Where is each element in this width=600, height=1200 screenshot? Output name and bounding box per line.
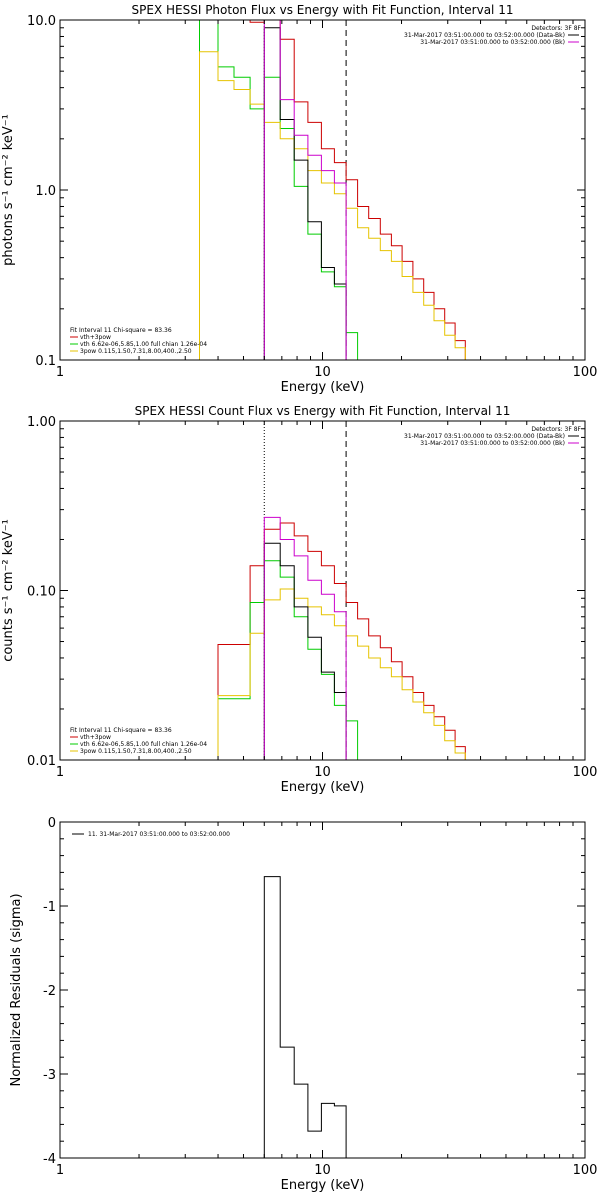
- x-tick-label: 10: [314, 765, 331, 780]
- x-tick-label: 100: [573, 765, 598, 780]
- legend: 11. 31-Mar-2017 03:51:00.000 to 03:52:00…: [72, 831, 230, 838]
- x-axis-label: Energy (keV): [281, 1178, 365, 1193]
- y-tick-label: 10.0: [27, 14, 56, 29]
- x-tick-label: 1: [56, 1163, 64, 1178]
- chart-2: SPEX HESSI Count Flux vs Energy with Fit…: [1, 404, 597, 795]
- legend-entry-label: vth+3pow: [80, 734, 111, 741]
- y-tick-label: -2: [43, 984, 56, 999]
- series-bk: [263, 516, 347, 760]
- y-tick-label: 0.01: [27, 754, 56, 769]
- series-data-bk: [263, 542, 347, 760]
- legend-entry-label: 11. 31-Mar-2017 03:51:00.000 to 03:52:00…: [88, 831, 230, 838]
- y-tick-label: 0: [48, 816, 56, 831]
- y-axis-label: Normalized Residuals (sigma): [9, 893, 24, 1086]
- legend-entry-label: vth+3pow: [80, 334, 111, 341]
- y-axis-label: counts s⁻¹ cm⁻² keV⁻¹: [1, 519, 16, 662]
- series-3pow: [217, 588, 475, 761]
- legend-header: Fit Interval 11 Chi-square = 83.36: [70, 727, 172, 734]
- legend-header: Detectors: 3F 8F: [531, 25, 581, 32]
- y-tick-label: 0.1: [35, 354, 56, 369]
- y-tick-label: -3: [43, 1068, 56, 1083]
- legend-entry-label: 3pow 0.115,1.50,7.31,8.00,400.,2.50: [80, 748, 192, 755]
- legend-entry-label: 31-Mar-2017 03:51:00.000 to 03:52:00.000…: [420, 440, 565, 447]
- legend-bottom-left: Fit Interval 11 Chi-square = 83.36vth+3p…: [70, 327, 207, 355]
- y-tick-label: 1.0: [35, 184, 56, 199]
- legend-bottom-left: Fit Interval 11 Chi-square = 83.36vth+3p…: [70, 727, 207, 755]
- y-tick-label: 0.10: [27, 585, 56, 600]
- legend-entry-label: vth 6.62e-06,5.85,1.00 full chian 1.26e-…: [80, 741, 207, 748]
- plot-frame: [59, 821, 586, 1159]
- legend-entry-label: 3pow 0.115,1.50,7.31,8.00,400.,2.50: [80, 348, 192, 355]
- legend-header: Fit Interval 11 Chi-square = 83.36: [70, 327, 172, 334]
- x-axis-label: Energy (keV): [281, 380, 365, 395]
- y-tick-label: 1.00: [27, 415, 56, 430]
- x-axis-label: Energy (keV): [281, 780, 365, 795]
- y-axis-label: photons s⁻¹ cm⁻² keV⁻¹: [1, 114, 16, 266]
- chart-3: 1 10 100 Energy (keV) -4 -3 -2 -1 0 Normalized Re…: [9, 816, 597, 1193]
- x-tick-label: 10: [314, 365, 331, 380]
- chart-1: SPEX HESSI Photon Flux vs Energy with Fi…: [1, 3, 597, 395]
- x-tick-label: 100: [573, 365, 598, 380]
- series-vth-3pow: [217, 522, 475, 761]
- x-tick-label: 10: [314, 1163, 331, 1178]
- series-bk: [263, 19, 347, 360]
- y-tick-label: -4: [43, 1152, 56, 1167]
- legend-entry-label: 31-Mar-2017 03:51:00.000 to 03:52:00.000…: [404, 433, 565, 440]
- x-tick-label: 100: [573, 1163, 598, 1178]
- series-vth: [199, 19, 359, 360]
- legend-entry-label: 31-Mar-2017 03:51:00.000 to 03:52:00.000…: [404, 32, 565, 39]
- y-tick-label: -1: [43, 900, 56, 915]
- chart-title: SPEX HESSI Count Flux vs Energy with Fit…: [135, 404, 511, 418]
- legend-entry-label: 31-Mar-2017 03:51:00.000 to 03:52:00.000…: [420, 39, 565, 46]
- x-tick-label: 1: [56, 765, 64, 780]
- legend-header: Detectors: 3F 8F: [531, 426, 581, 433]
- chart-title: SPEX HESSI Photon Flux vs Energy with Fi…: [132, 3, 514, 17]
- series-3pow: [199, 51, 466, 360]
- legend-entry-label: vth 6.62e-06,5.85,1.00 full chian 1.26e-…: [80, 341, 207, 348]
- series-11-31-mar-2017-03-51-00-000-to-03-52-00-000: [263, 876, 347, 1158]
- plot-frame: [59, 19, 586, 361]
- series-vth: [217, 560, 359, 760]
- series-vth-3pow: [199, 19, 466, 360]
- plot-frame: [59, 420, 586, 761]
- x-tick-label: 1: [56, 365, 64, 380]
